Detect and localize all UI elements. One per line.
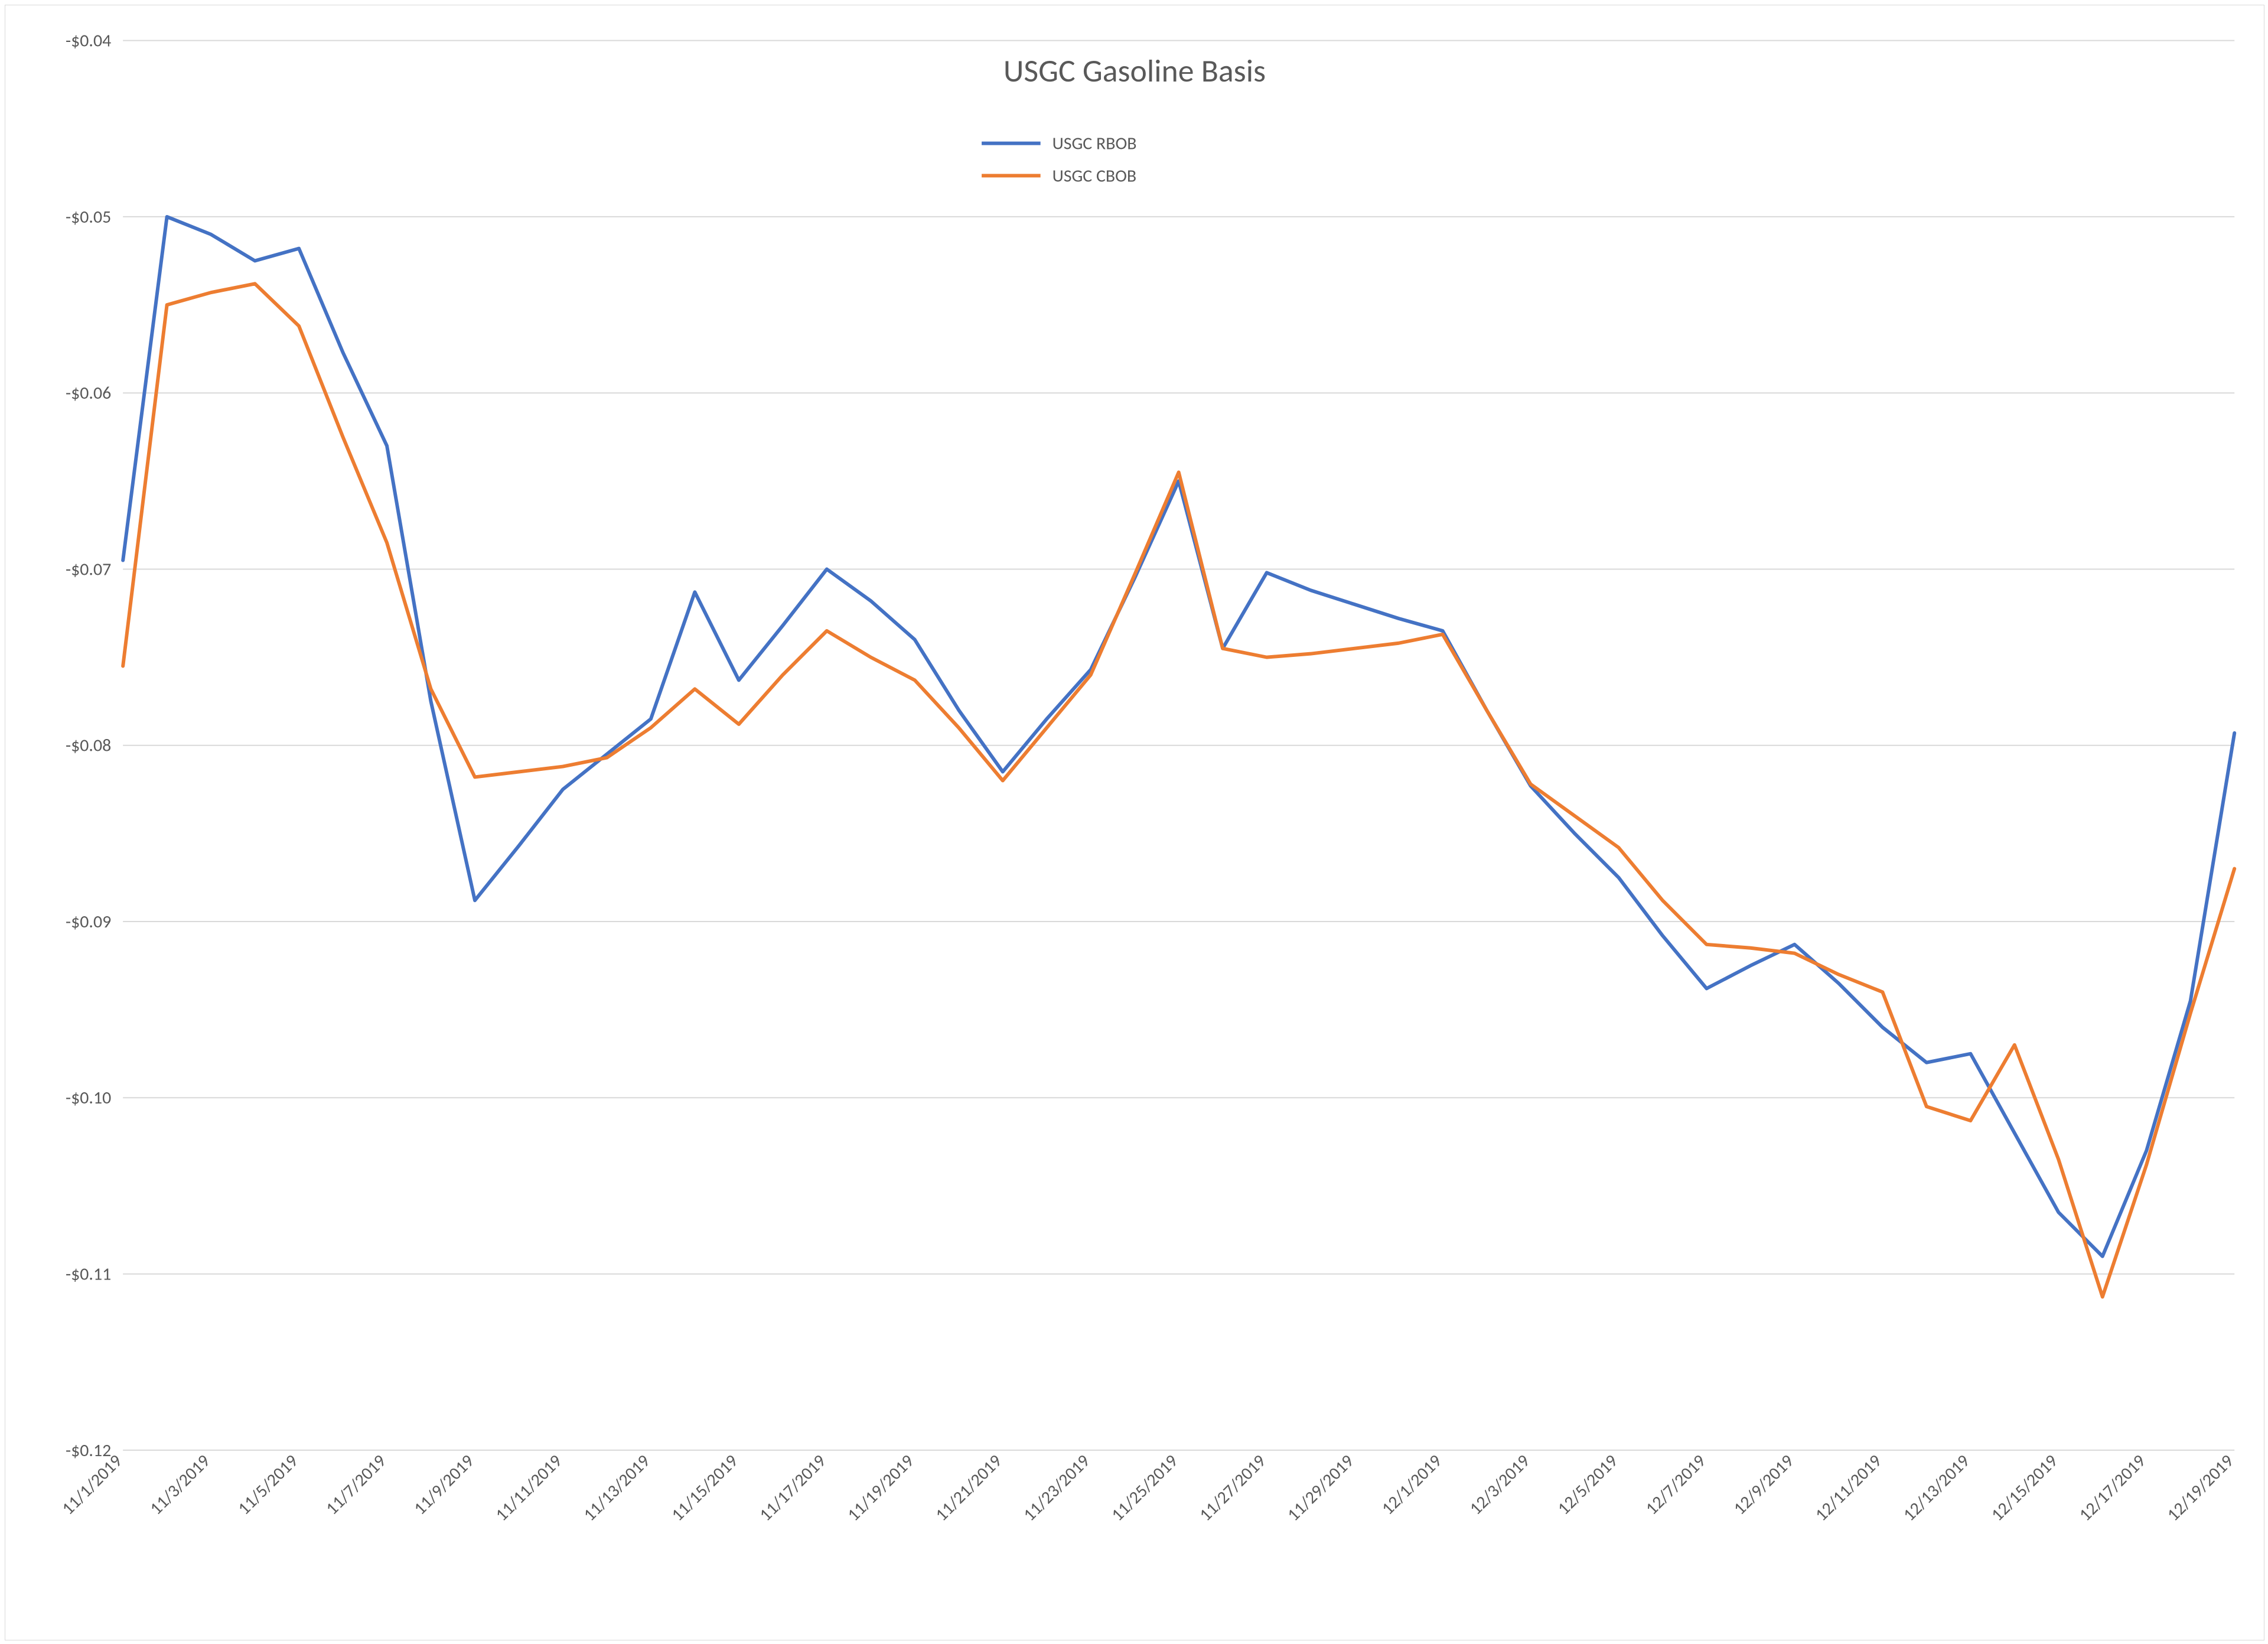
y-tick-label: -$0.04 (66, 31, 111, 52)
x-tick-label: 11/5/2019 (234, 1451, 303, 1520)
x-tick-label: 11/15/2019 (667, 1451, 742, 1526)
legend-label: USGC RBOB (1052, 134, 1137, 155)
chart-series (123, 217, 2234, 1297)
x-tick-label: 12/1/2019 (1377, 1451, 1446, 1520)
y-tick-label: -$0.10 (66, 1088, 111, 1109)
x-tick-label: 12/19/2019 (2163, 1451, 2238, 1526)
legend: USGC RBOB USGC CBOB (982, 134, 1136, 187)
y-tick-label: -$0.05 (66, 207, 111, 228)
x-tick-label: 11/17/2019 (755, 1451, 830, 1526)
y-tick-label: -$0.06 (66, 383, 111, 404)
x-tick-label: 11/9/2019 (410, 1451, 479, 1520)
x-tick-label: 12/5/2019 (1553, 1451, 1622, 1520)
legend-label: USGC CBOB (1052, 165, 1137, 187)
y-tick-label: -$0.08 (66, 735, 111, 757)
x-tick-label: 12/17/2019 (2075, 1451, 2150, 1526)
x-tick-label: 12/7/2019 (1641, 1451, 1710, 1520)
chart-svg: USGC Gasoline Basis -$0.12-$0.11-$0.10-$… (5, 5, 2264, 1640)
x-tick-label: 12/9/2019 (1729, 1451, 1798, 1520)
y-axis: -$0.12-$0.11-$0.10-$0.09-$0.08-$0.07-$0.… (66, 31, 2234, 1461)
x-tick-label: 11/19/2019 (843, 1451, 918, 1526)
chart-title: USGC Gasoline Basis (1003, 52, 1266, 90)
x-tick-label: 12/3/2019 (1465, 1451, 1534, 1520)
x-tick-label: 11/11/2019 (491, 1451, 566, 1526)
x-tick-label: 11/7/2019 (322, 1451, 391, 1520)
series-line (123, 217, 2234, 1256)
series-line (123, 284, 2234, 1297)
x-tick-label: 11/23/2019 (1019, 1451, 1094, 1526)
x-tick-label: 11/21/2019 (931, 1451, 1006, 1526)
x-tick-label: 12/11/2019 (1811, 1451, 1886, 1526)
x-axis: 11/1/201911/3/201911/5/201911/7/201911/9… (58, 1451, 2238, 1526)
x-tick-label: 11/29/2019 (1283, 1451, 1358, 1526)
x-tick-label: 12/15/2019 (1987, 1451, 2062, 1526)
x-tick-label: 11/13/2019 (579, 1451, 654, 1526)
y-tick-label: -$0.11 (66, 1264, 111, 1285)
y-tick-label: -$0.09 (66, 911, 111, 933)
x-tick-label: 11/25/2019 (1107, 1451, 1182, 1526)
y-tick-label: -$0.07 (66, 559, 111, 580)
x-tick-label: 12/13/2019 (1899, 1451, 1974, 1526)
x-tick-label: 11/3/2019 (146, 1451, 215, 1520)
x-tick-label: 11/27/2019 (1195, 1451, 1270, 1526)
chart-container: USGC Gasoline Basis -$0.12-$0.11-$0.10-$… (0, 0, 2268, 1644)
chart-plot-border: USGC Gasoline Basis -$0.12-$0.11-$0.10-$… (5, 5, 2264, 1640)
